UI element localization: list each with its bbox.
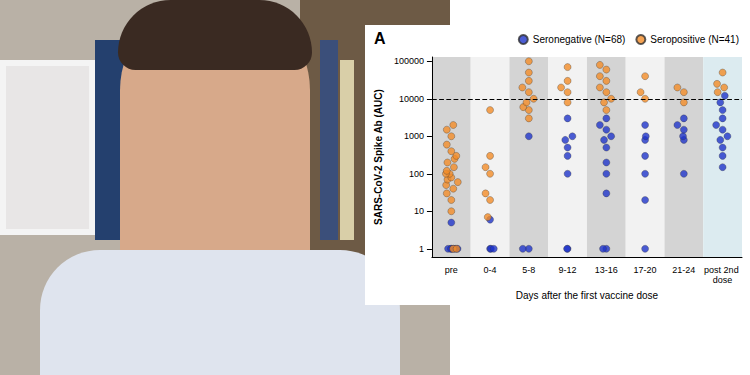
svg-text:pre: pre (445, 265, 458, 275)
svg-text:100000: 100000 (394, 56, 424, 66)
svg-text:21-24: 21-24 (672, 265, 695, 275)
svg-text:10: 10 (414, 206, 424, 216)
svg-text:dose: dose (713, 275, 733, 285)
svg-text:100: 100 (409, 169, 424, 179)
svg-text:9-12: 9-12 (559, 265, 577, 275)
svg-text:13-16: 13-16 (595, 265, 618, 275)
svg-text:SARS-CoV-2 Spike Ab (AUC): SARS-CoV-2 Spike Ab (AUC) (373, 89, 384, 225)
svg-text:1000: 1000 (404, 131, 424, 141)
svg-text:10000: 10000 (399, 94, 424, 104)
svg-text:A: A (374, 30, 386, 47)
svg-text:1: 1 (419, 244, 424, 254)
svg-text:17-20: 17-20 (634, 265, 657, 275)
svg-text:post 2nd: post 2nd (704, 265, 741, 275)
svg-text:5-8: 5-8 (522, 265, 535, 275)
svg-text:0-4: 0-4 (484, 265, 497, 275)
svg-text:Seronegative (N=68): Seronegative (N=68) (533, 34, 626, 45)
svg-text:Days after the first vaccine d: Days after the first vaccine dose (516, 290, 659, 301)
svg-text:Seropositive (N=41): Seropositive (N=41) (650, 34, 739, 45)
